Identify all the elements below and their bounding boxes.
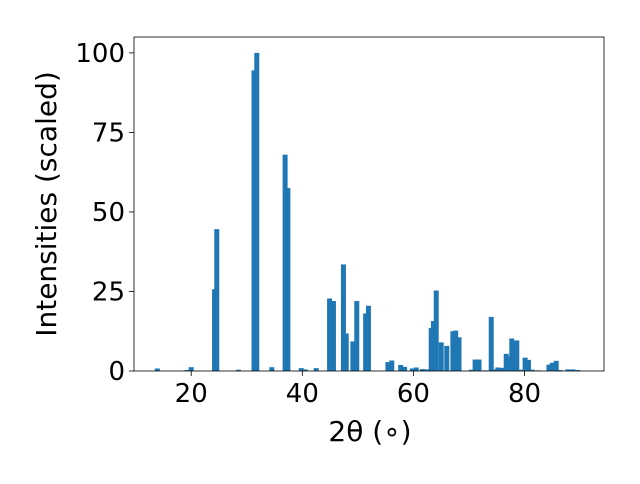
bar	[529, 369, 535, 371]
y-tick-label: 75	[92, 118, 125, 148]
bar	[285, 188, 291, 371]
bar	[525, 359, 531, 371]
bar	[468, 369, 474, 371]
bar	[402, 366, 408, 371]
bar	[430, 321, 436, 371]
bar	[269, 367, 275, 371]
bar	[419, 369, 425, 371]
bar	[503, 353, 509, 371]
x-tick-label: 40	[286, 379, 319, 409]
bar	[409, 368, 415, 371]
bar	[495, 367, 501, 371]
y-tick-label: 100	[75, 39, 125, 69]
bar	[365, 305, 371, 371]
bar	[499, 367, 505, 371]
bar	[514, 340, 520, 371]
bar	[444, 345, 450, 371]
bar	[472, 359, 478, 371]
bar	[553, 360, 559, 371]
y-axis-ticks: 0 25 50 75 100	[75, 39, 134, 387]
bar	[476, 359, 482, 371]
bar	[549, 362, 555, 371]
bar	[565, 369, 571, 371]
bar	[340, 264, 346, 371]
bar	[518, 369, 524, 371]
y-tick-label: 0	[108, 357, 125, 387]
bar	[570, 369, 576, 371]
bar	[313, 368, 319, 371]
bar	[363, 313, 369, 371]
bar	[154, 368, 160, 371]
bar	[450, 331, 456, 371]
bar	[330, 301, 336, 371]
y-tick-label: 50	[92, 198, 125, 228]
y-tick-label: 25	[92, 277, 125, 307]
bar	[302, 369, 308, 371]
bar	[453, 330, 459, 371]
bar	[575, 370, 581, 371]
bar	[492, 369, 498, 371]
bar	[488, 316, 494, 371]
bar	[254, 52, 260, 372]
bar	[522, 357, 528, 371]
x-tick-label: 80	[508, 379, 541, 409]
bar	[389, 360, 395, 371]
y-axis-label: Intensities (scaled)	[30, 71, 63, 337]
bar	[546, 364, 552, 371]
bar	[433, 290, 439, 371]
bar	[298, 368, 304, 371]
x-axis-label: 2θ (∘)	[328, 415, 411, 448]
bar	[424, 369, 430, 371]
x-tick-label: 60	[397, 379, 430, 409]
bar	[385, 362, 391, 371]
bar	[509, 338, 515, 371]
bar	[350, 341, 356, 371]
bar	[327, 298, 333, 371]
bar	[398, 364, 404, 371]
bar	[235, 369, 241, 371]
bar	[343, 333, 349, 371]
bars-group	[154, 52, 581, 372]
bar	[557, 370, 563, 371]
x-axis-ticks: 20 40 60 80	[175, 371, 541, 409]
bar	[354, 301, 360, 371]
bar	[251, 70, 257, 372]
bar	[506, 356, 512, 371]
bar	[214, 229, 220, 371]
bar	[438, 342, 444, 371]
bar	[184, 370, 190, 371]
x-tick-label: 20	[175, 379, 208, 409]
bar	[282, 154, 288, 371]
plot-area-frame	[133, 36, 605, 372]
bar	[413, 367, 419, 371]
bar	[456, 337, 462, 371]
bar	[188, 367, 194, 371]
